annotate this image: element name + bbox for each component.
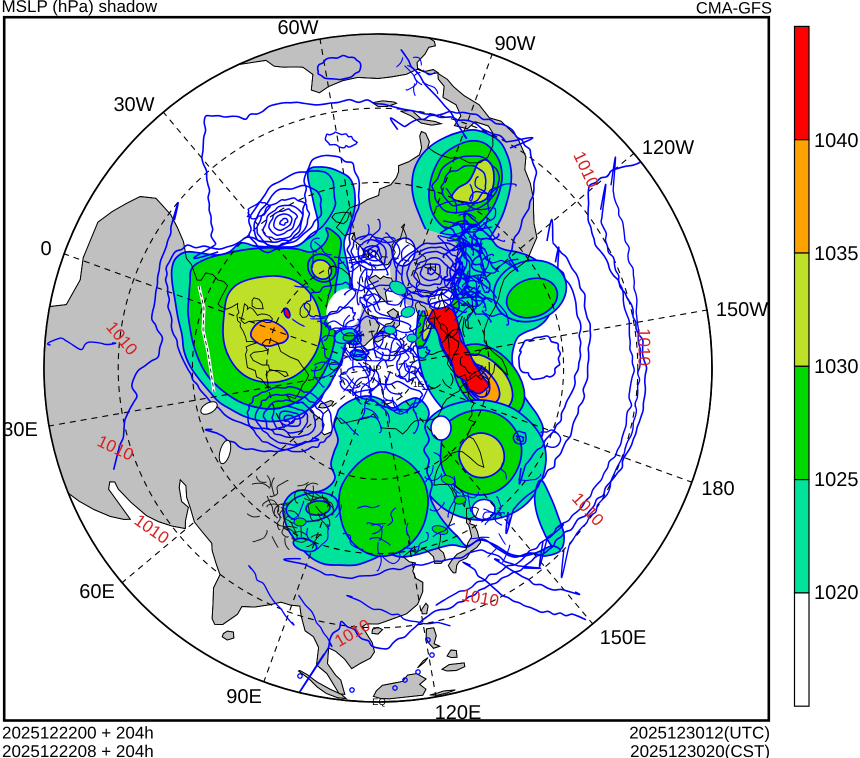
svg-text:2025122208 + 204h: 2025122208 + 204h [2,742,154,758]
svg-text:1040: 1040 [814,130,859,152]
svg-text:30E: 30E [2,419,38,441]
svg-text:150W: 150W [716,299,768,321]
svg-text:2025123012(UTC): 2025123012(UTC) [629,724,770,743]
svg-text:MSLP (hPa) shadow: MSLP (hPa) shadow [2,0,158,16]
svg-text:0: 0 [40,238,51,260]
svg-text:60W: 60W [277,17,318,39]
svg-text:1010: 1010 [635,328,654,366]
svg-text:30W: 30W [113,94,154,116]
svg-text:1030: 1030 [814,356,859,378]
svg-text:150E: 150E [600,627,647,649]
svg-text:NP: NP [368,364,381,375]
svg-text:1E: 1E [413,380,423,389]
svg-text:1020: 1020 [814,582,859,604]
svg-text:2025123020(CST): 2025123020(CST) [630,742,770,758]
svg-text:90W: 90W [494,33,535,55]
svg-text:EQ: EQ [372,697,386,708]
svg-text:H: H [429,262,437,274]
svg-text:120E: 120E [435,702,482,724]
svg-text:180: 180 [701,478,734,500]
svg-text:1035: 1035 [814,243,859,265]
svg-text:60E: 60E [79,581,115,603]
svg-text:1025: 1025 [814,469,859,491]
svg-text:2025122200 + 204h: 2025122200 + 204h [2,724,154,743]
svg-text:H: H [362,249,370,261]
svg-text:90E: 90E [226,686,262,708]
svg-text:120W: 120W [642,137,694,159]
svg-text:CMA-GFS: CMA-GFS [696,0,772,18]
